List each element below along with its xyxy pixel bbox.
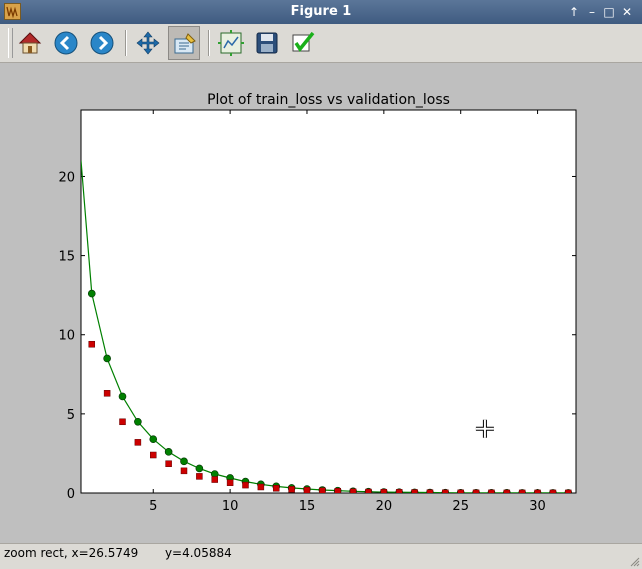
series-1-point	[88, 340, 96, 348]
window-up-button[interactable]: ↑	[568, 5, 580, 19]
crosshair-cursor	[475, 419, 494, 438]
series-0-point	[149, 435, 158, 443]
x-tick-label: 5	[149, 499, 157, 514]
plot-title: Plot of train_loss vs validation_loss	[207, 92, 450, 108]
series-1-point	[442, 489, 449, 493]
y-tick-label: 15	[58, 250, 75, 265]
series-1-point	[226, 479, 234, 486]
forward-button[interactable]	[86, 26, 118, 60]
home-button[interactable]	[14, 26, 46, 60]
series-0-point	[103, 354, 111, 363]
series-1-point	[180, 467, 188, 475]
move-arrows-icon	[136, 31, 160, 55]
series-1-point	[257, 483, 265, 491]
checkmark-icon	[292, 31, 315, 52]
window-minimize-button[interactable]: –	[589, 5, 595, 19]
series-0-point	[134, 417, 142, 426]
series-1-point	[165, 460, 172, 467]
series-1-point	[150, 451, 157, 459]
series-1-point	[457, 489, 464, 493]
subplots-config-icon	[218, 30, 244, 56]
x-tick-label: 10	[222, 499, 239, 514]
series-1-point	[395, 489, 403, 493]
window-maximize-button[interactable]: □	[603, 5, 615, 19]
series-0-point	[195, 464, 204, 473]
edit-button[interactable]	[287, 26, 319, 60]
y-tick-label: 0	[67, 487, 75, 502]
zoom-rect-icon	[174, 33, 196, 54]
app-icon	[4, 3, 21, 20]
series-1-point	[503, 489, 511, 493]
series-1-point	[565, 489, 572, 493]
y-tick-label: 10	[58, 329, 75, 344]
zoom-rect-button[interactable]	[168, 26, 200, 60]
series-1-point	[103, 390, 111, 397]
arrow-right-icon	[90, 31, 114, 55]
floppy-disk-icon	[256, 32, 278, 54]
crosshair-inner	[475, 419, 494, 438]
resize-grip-icon[interactable]	[628, 555, 640, 567]
series-1-point	[242, 481, 249, 489]
toolbar-separator	[125, 30, 127, 56]
series-0-point	[87, 289, 96, 298]
back-button[interactable]	[50, 26, 82, 60]
series-0-point	[180, 457, 188, 466]
series-1-point	[365, 488, 372, 493]
save-button[interactable]	[251, 26, 283, 60]
x-tick-label: 30	[529, 499, 546, 514]
toolbar-grip[interactable]	[8, 28, 13, 58]
series-1-point	[534, 489, 541, 493]
pan-button[interactable]	[132, 26, 164, 60]
series-1-point	[549, 489, 557, 493]
series-0-point	[118, 392, 127, 401]
figure-canvas[interactable]: Plot of train_loss vs validation_loss 5 1…	[0, 63, 642, 543]
series-1-point	[472, 489, 480, 493]
status-bar: zoom rect, x=26.5749 y=4.05884	[0, 543, 642, 569]
series-1-point	[334, 488, 341, 493]
home-icon	[18, 32, 42, 54]
axis-ticks: 5 10 15 20 25 30 0 5 10 15 20	[58, 110, 576, 514]
series-1-point	[272, 485, 280, 492]
series-1-point	[411, 489, 418, 493]
status-text: zoom rect, x=26.5749 y=4.05884	[4, 546, 232, 560]
window-close-button[interactable]: ✕	[621, 5, 633, 19]
y-tick-label: 20	[58, 170, 75, 185]
series-1-point	[211, 476, 218, 483]
subplots-button[interactable]	[215, 26, 247, 60]
series-1-point	[349, 488, 357, 493]
series-1-point	[380, 488, 388, 493]
series-layer	[81, 160, 573, 493]
window-titlebar[interactable]: Figure 1 ↑ – □ ✕	[0, 0, 642, 24]
series-1-point	[196, 473, 203, 480]
series-1-point	[319, 487, 326, 493]
series-1-point	[119, 418, 126, 426]
arrow-left-icon	[54, 31, 78, 55]
x-tick-label: 20	[376, 499, 393, 514]
plot-area[interactable]	[80, 109, 577, 494]
x-tick-label: 25	[452, 499, 469, 514]
toolbar-separator	[208, 30, 210, 56]
series-1-point	[426, 489, 434, 493]
series-0-point	[164, 448, 173, 456]
series-1-point	[134, 439, 142, 446]
series-1-point	[303, 486, 311, 493]
series-1-point	[518, 489, 526, 493]
toolbar	[0, 24, 642, 63]
window-title: Figure 1	[290, 4, 352, 19]
y-tick-label: 5	[67, 408, 75, 423]
series-1-point	[288, 486, 295, 493]
series-1-point	[488, 489, 495, 493]
x-tick-label: 15	[299, 499, 316, 514]
